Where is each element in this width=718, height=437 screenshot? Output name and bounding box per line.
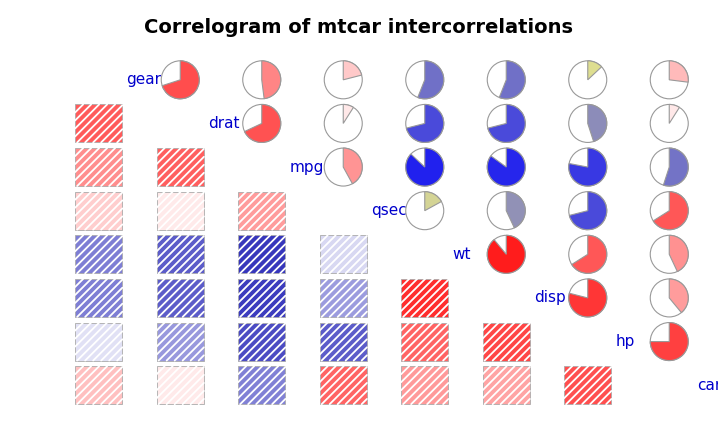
Wedge shape	[506, 192, 526, 228]
Circle shape	[162, 61, 200, 99]
Wedge shape	[572, 235, 607, 273]
Circle shape	[651, 61, 689, 99]
Circle shape	[488, 235, 526, 273]
Circle shape	[651, 279, 689, 317]
Bar	[482, 323, 530, 361]
Wedge shape	[162, 61, 200, 99]
Bar	[320, 323, 367, 361]
Bar	[238, 323, 285, 361]
Bar	[482, 366, 530, 404]
Circle shape	[651, 192, 689, 230]
Bar	[238, 366, 285, 404]
Circle shape	[325, 61, 363, 99]
Wedge shape	[669, 104, 679, 123]
Bar	[75, 148, 122, 186]
Bar	[401, 279, 448, 317]
Wedge shape	[669, 279, 689, 312]
Wedge shape	[245, 104, 281, 142]
Bar	[564, 366, 612, 404]
Wedge shape	[499, 61, 526, 99]
Circle shape	[406, 192, 444, 230]
Circle shape	[569, 104, 607, 142]
Bar	[238, 192, 285, 230]
Wedge shape	[669, 61, 689, 82]
Wedge shape	[653, 192, 689, 230]
Circle shape	[569, 192, 607, 230]
Wedge shape	[343, 148, 363, 184]
Circle shape	[406, 148, 444, 186]
Bar	[320, 236, 367, 273]
Circle shape	[569, 61, 607, 99]
Text: gear: gear	[126, 72, 162, 87]
Circle shape	[569, 148, 607, 186]
Text: hp: hp	[615, 334, 635, 349]
Wedge shape	[569, 279, 607, 317]
Bar	[320, 366, 367, 404]
Circle shape	[325, 148, 363, 186]
Wedge shape	[569, 148, 607, 186]
Wedge shape	[262, 61, 281, 99]
Circle shape	[651, 104, 689, 142]
Circle shape	[406, 61, 444, 99]
Bar	[75, 192, 122, 230]
Wedge shape	[406, 148, 444, 186]
Circle shape	[488, 192, 526, 230]
Text: mpg: mpg	[289, 160, 324, 174]
Bar	[157, 236, 204, 273]
Wedge shape	[488, 148, 526, 186]
Circle shape	[243, 61, 281, 99]
Circle shape	[651, 323, 689, 361]
Bar	[157, 323, 204, 361]
Circle shape	[488, 104, 526, 142]
Wedge shape	[588, 61, 602, 80]
Bar	[157, 192, 204, 230]
Circle shape	[406, 104, 444, 142]
Wedge shape	[343, 104, 353, 123]
Bar	[157, 148, 204, 186]
Text: wt: wt	[452, 247, 471, 262]
Wedge shape	[425, 192, 442, 211]
Wedge shape	[343, 61, 362, 80]
Circle shape	[651, 148, 689, 186]
Bar	[75, 279, 122, 317]
Text: Correlogram of mtcar intercorrelations: Correlogram of mtcar intercorrelations	[144, 18, 574, 37]
Bar	[320, 279, 367, 317]
Bar	[401, 323, 448, 361]
Bar	[157, 366, 204, 404]
Wedge shape	[651, 323, 689, 361]
Text: drat: drat	[208, 116, 239, 131]
Wedge shape	[669, 235, 689, 271]
Circle shape	[651, 235, 689, 273]
Circle shape	[569, 235, 607, 273]
Circle shape	[325, 104, 363, 142]
Bar	[238, 279, 285, 317]
Wedge shape	[488, 104, 526, 142]
Bar	[401, 366, 448, 404]
Wedge shape	[588, 104, 607, 142]
Wedge shape	[406, 104, 444, 142]
Circle shape	[488, 61, 526, 99]
Bar	[238, 236, 285, 273]
Circle shape	[569, 279, 607, 317]
Circle shape	[488, 148, 526, 186]
Text: qsec: qsec	[371, 203, 406, 218]
Bar	[75, 366, 122, 404]
Bar	[75, 104, 122, 142]
Text: carb: carb	[697, 378, 718, 393]
Wedge shape	[663, 148, 689, 186]
Wedge shape	[488, 235, 526, 273]
Circle shape	[243, 104, 281, 142]
Wedge shape	[418, 61, 444, 99]
Bar	[157, 279, 204, 317]
Wedge shape	[569, 192, 607, 230]
Bar	[75, 323, 122, 361]
Text: disp: disp	[534, 291, 566, 305]
Bar	[75, 236, 122, 273]
